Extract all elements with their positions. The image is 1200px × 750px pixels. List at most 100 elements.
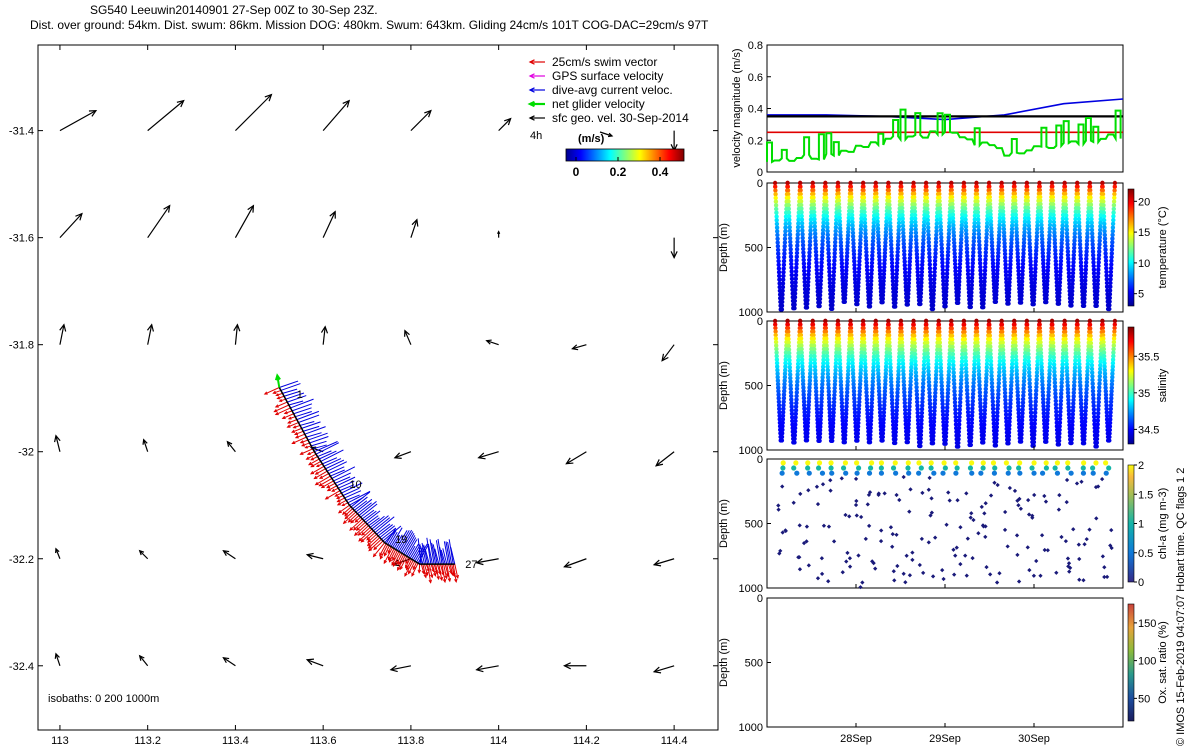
- salinity-sample: [950, 355, 956, 361]
- temperature-sample: [890, 278, 896, 284]
- legend-entry-label: 25cm/s swim vector: [552, 55, 657, 69]
- salinity-sample: [787, 365, 792, 370]
- temperature-sample: [959, 237, 964, 242]
- salinity-sample: [818, 421, 823, 426]
- salinity-sample: [927, 390, 932, 396]
- temperature-sample: [1104, 277, 1110, 282]
- temperature-sample: [996, 240, 1001, 245]
- temperature-sample: [825, 232, 830, 237]
- temperature-sample: [1107, 288, 1113, 293]
- temperature-sample: [1078, 253, 1083, 258]
- swim-vector-head: [310, 463, 315, 468]
- temperature-sample: [1101, 214, 1107, 219]
- temperature-sample: [902, 259, 907, 264]
- salinity-sample: [977, 386, 982, 392]
- temperature-sample: [1070, 270, 1076, 276]
- salinity-sample: [1020, 414, 1025, 419]
- temperature-sample: [1085, 216, 1091, 222]
- temperature-sample: [812, 227, 818, 233]
- salinity-sample: [878, 417, 883, 422]
- swim-vector-head: [355, 527, 360, 531]
- salinity-sample: [1067, 415, 1072, 421]
- legend-entry-label: net glider velocity: [552, 97, 645, 111]
- temperature-sample: [1103, 251, 1108, 256]
- salinity-y-tick-label: 500: [745, 381, 763, 393]
- temperature-sample: [817, 303, 822, 309]
- current-vector: [424, 549, 430, 565]
- temperature-sample: [843, 278, 848, 284]
- swim-vector-head: [347, 518, 352, 523]
- salinity-sample: [789, 408, 794, 413]
- salinity-sample: [932, 397, 938, 403]
- temperature-sample: [855, 294, 860, 300]
- salinity-sample: [826, 385, 831, 391]
- temperature-sample: [1057, 283, 1062, 289]
- temperature-sample: [1041, 271, 1047, 277]
- salinity-sample: [780, 417, 786, 422]
- salinity-sample: [951, 359, 956, 364]
- current-vector: [290, 398, 314, 409]
- salinity-sample: [1032, 432, 1037, 437]
- temperature-sample: [936, 180, 941, 186]
- temperature-sample: [871, 220, 876, 226]
- salinity-sample: [800, 364, 805, 369]
- temperature-sample: [782, 251, 787, 256]
- current-vector: [301, 421, 321, 429]
- salinity-sample: [963, 366, 969, 371]
- legend-time-step: 4h: [530, 130, 542, 142]
- salinity-sample: [1015, 393, 1020, 398]
- salinity-sample: [889, 386, 894, 392]
- swim-vector: [300, 448, 313, 455]
- chl-sample: [890, 465, 897, 471]
- temperature-sample: [850, 223, 855, 228]
- salinity-sample: [1057, 427, 1062, 433]
- temperature-sample: [786, 195, 791, 200]
- temperature-y-axis-label: Depth (m): [718, 223, 730, 272]
- temperature-sample: [1022, 223, 1027, 228]
- salinity-sample: [800, 378, 806, 383]
- temperature-sample: [867, 304, 873, 309]
- salinity-sample: [1091, 403, 1096, 408]
- speed-colorbar-tick-label: 0.2: [610, 165, 627, 179]
- salinity-sample: [886, 326, 891, 331]
- temperature-sample: [824, 217, 830, 223]
- temperature-sample: [922, 219, 927, 225]
- geo-vector: [410, 110, 432, 132]
- temperature-sample: [1013, 216, 1019, 221]
- temperature-sample: [806, 261, 812, 266]
- salinity-sample: [1083, 397, 1089, 403]
- temperature-sample: [944, 275, 950, 280]
- chl-sample: [780, 460, 786, 466]
- salinity-sample: [1021, 382, 1026, 388]
- temperature-sample: [1112, 188, 1117, 193]
- temperature-sample: [807, 254, 812, 259]
- current-vector: [328, 466, 345, 475]
- salinity-sample: [846, 368, 851, 374]
- temperature-sample: [807, 246, 812, 252]
- chl-colorbar: [1127, 464, 1135, 583]
- temperature-sample: [925, 203, 930, 208]
- salinity-sample: [863, 368, 868, 374]
- salinity-sample: [975, 340, 980, 345]
- salinity-sample: [933, 376, 939, 381]
- temperature-sample: [788, 236, 793, 241]
- temperature-sample: [975, 199, 980, 204]
- chl-sample-deep: [826, 524, 832, 529]
- temperature-sample: [845, 236, 850, 242]
- salinity-sample: [1014, 357, 1019, 363]
- salinity-sample: [1034, 381, 1039, 386]
- salinity-sample: [920, 392, 925, 397]
- temperature-sample: [807, 257, 812, 263]
- chl-sample: [991, 470, 998, 476]
- geo-vector-head: [163, 204, 171, 213]
- temperature-sample: [1033, 266, 1038, 271]
- temperature-sample: [1082, 281, 1088, 287]
- salinity-sample: [850, 354, 855, 359]
- salinity-sample: [824, 347, 829, 352]
- salinity-sample: [1101, 336, 1106, 341]
- temperature-sample: [987, 198, 993, 203]
- temperature-sample: [909, 227, 914, 232]
- salinity-sample: [938, 362, 943, 367]
- temperature-sample: [912, 212, 918, 218]
